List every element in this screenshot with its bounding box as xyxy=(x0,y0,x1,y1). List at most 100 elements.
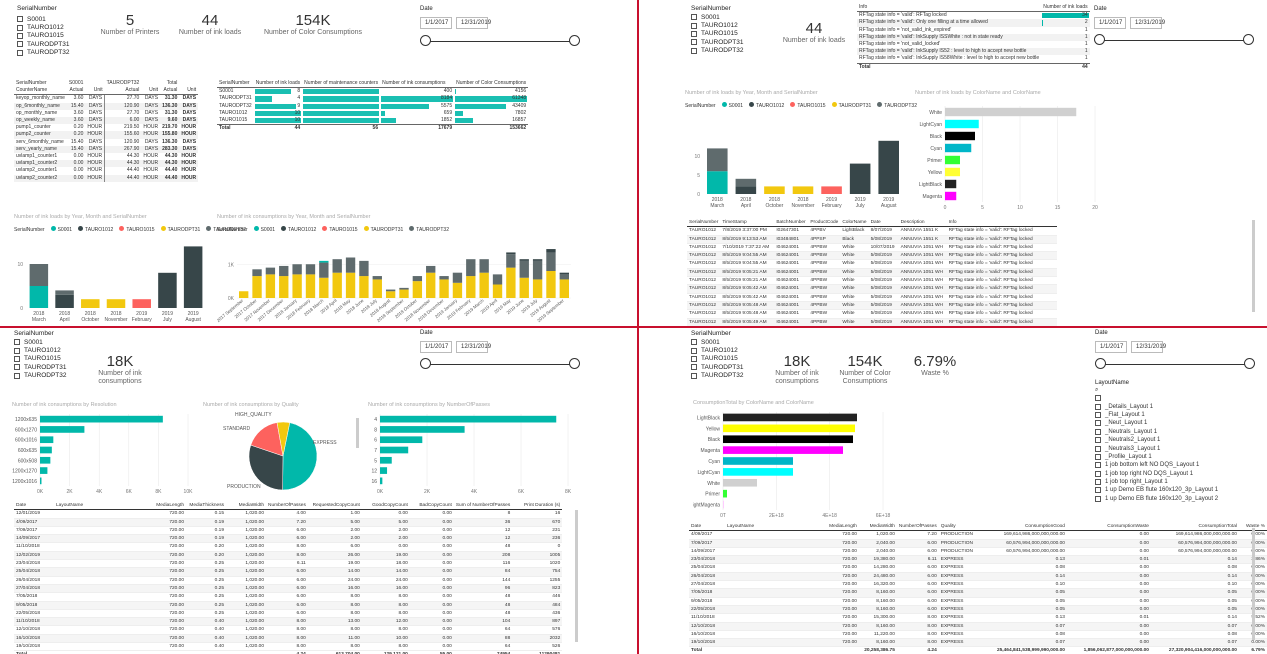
table-row[interactable]: 7/05/2018 720.00 0.25 1,020.00 6.00 8.00 8.00 0… xyxy=(14,592,563,602)
table-row[interactable]: 14/09/2017 720.00 0.19 1,020.00 6.00 2.00 2.00… xyxy=(14,534,563,544)
end-date-input[interactable]: 12/31/2019 xyxy=(1130,17,1165,29)
table-row[interactable]: TAURO1012 7/10/2019 7:37:22 AM I04624001 4P… xyxy=(687,243,1057,253)
slicer-item[interactable]: TAURO1015 xyxy=(17,32,70,40)
bar[interactable] xyxy=(945,107,1077,117)
bar-segment[interactable] xyxy=(305,274,316,298)
bar-segment[interactable] xyxy=(546,271,556,298)
bar-segment[interactable] xyxy=(506,252,516,255)
bar-segment[interactable] xyxy=(29,286,49,308)
bar[interactable] xyxy=(945,143,972,153)
checkbox-icon[interactable] xyxy=(1095,403,1101,410)
bar-segment[interactable] xyxy=(426,272,436,298)
table-row[interactable]: 27/04/2018 720.00 0.25 1,020.00 6.00 16.00 16.… xyxy=(14,584,563,594)
bar-segment[interactable] xyxy=(279,276,289,298)
bar-segment[interactable] xyxy=(412,276,423,282)
bar-segment[interactable] xyxy=(466,276,476,298)
bar-segment[interactable] xyxy=(305,264,316,275)
slicer-item[interactable]: TAURODPT32 xyxy=(17,49,70,57)
pie-slice[interactable] xyxy=(276,421,291,457)
header-cell[interactable]: TimeStamp xyxy=(720,219,775,228)
bar[interactable] xyxy=(945,119,979,129)
layout-slicer-item[interactable]: _Neutrals3_Layout 1 xyxy=(1095,444,1223,452)
bar-segment[interactable] xyxy=(506,267,516,298)
table-row[interactable]: 16/10/2018 720.00 11,220.00 8.00 EXPRESS 0.08… xyxy=(689,630,1267,640)
bar-segment[interactable] xyxy=(532,260,543,280)
table-row[interactable]: TAURO1012 8/5/2019 9:04:55 AM I04624001 4PP… xyxy=(687,251,1057,261)
header-cell[interactable]: Number of ink consumptions xyxy=(380,80,455,89)
header-cell[interactable] xyxy=(141,80,160,87)
bar-segment[interactable] xyxy=(372,279,382,298)
table-row[interactable]: 27/04/2018 720.00 16,320.00 6.00 EXPRESS 0.10… xyxy=(689,580,1267,590)
date-slider-end-handle[interactable] xyxy=(1243,34,1254,45)
bar[interactable] xyxy=(40,467,48,474)
bar-segment[interactable] xyxy=(764,186,785,194)
table-row[interactable]: 11/10/2018 720.00 0.40 1,020.00 8.00 13.00 12.… xyxy=(14,617,563,627)
header-cell[interactable]: Actual xyxy=(160,87,180,96)
bar-segment[interactable] xyxy=(466,259,476,277)
table-row[interactable]: 11/10/2018 720.00 0.20 1,020.00 8.00 6.00 0.00… xyxy=(14,542,563,552)
table-row[interactable]: TAURO1012 7/8/2019 3:37:00 PM I02647301 4PP… xyxy=(687,226,1057,236)
table-row[interactable]: 4/09/2017 720.00 0.19 1,020.00 7.20 5.00 5.00 0… xyxy=(14,518,563,527)
header-cell[interactable]: NumberOfPasses xyxy=(266,502,308,511)
bar-segment[interactable] xyxy=(519,277,529,298)
bar[interactable] xyxy=(723,489,727,498)
bar-segment[interactable] xyxy=(372,276,382,280)
bar-segment[interactable] xyxy=(532,279,543,298)
bar-segment[interactable] xyxy=(319,262,329,278)
bar-segment[interactable] xyxy=(332,272,342,298)
header-cell[interactable]: Actual xyxy=(104,87,142,96)
slicer-item[interactable]: TAURO1012 xyxy=(14,346,67,354)
checkbox-icon[interactable] xyxy=(691,30,697,37)
table-row[interactable]: TAURO1012 8/5/2019 9:05:42 AM I04624001 4PP… xyxy=(687,293,1057,302)
checkbox-icon[interactable] xyxy=(1095,395,1101,402)
table-row[interactable]: TAURO1012 8/5/2019 9:05:21 AM I04624001 4PP… xyxy=(687,268,1057,278)
header-cell[interactable]: RequestedCopyCount xyxy=(307,502,362,511)
bar[interactable] xyxy=(723,424,855,433)
date-slider-end-handle[interactable] xyxy=(569,35,580,46)
table-scrollbar[interactable] xyxy=(1252,220,1255,312)
header-cell[interactable]: MediaWidth xyxy=(226,502,266,511)
layout-slicer-item[interactable]: _Profile_Layout 1 xyxy=(1095,453,1223,461)
bar[interactable] xyxy=(380,415,557,423)
table-row[interactable]: 4/09/2017 720.00 1,020.00 7.20 PRODUCTION 169… xyxy=(689,530,1267,540)
end-date-input[interactable]: 12/31/2019 xyxy=(456,341,491,353)
slicer-item[interactable]: TAURODPT32 xyxy=(691,372,744,380)
bar[interactable] xyxy=(380,477,383,485)
slicer-item[interactable]: TAURO1012 xyxy=(691,21,744,29)
header-cell[interactable]: S0001 xyxy=(68,80,84,86)
table-row[interactable]: 9/05/2018 720.00 8,160.00 6.00 EXPRESS 0.05 0.… xyxy=(689,597,1267,606)
bar-segment[interactable] xyxy=(849,163,871,194)
checkbox-icon[interactable] xyxy=(1095,453,1101,460)
bar-segment[interactable] xyxy=(385,289,396,292)
header-cell[interactable]: BadCopyCount xyxy=(409,502,454,511)
bar-segment[interactable] xyxy=(292,264,302,275)
bar-segment[interactable] xyxy=(735,186,757,194)
bar-segment[interactable] xyxy=(426,265,436,273)
bar-segment[interactable] xyxy=(319,260,329,263)
bar-segment[interactable] xyxy=(106,299,126,308)
table-row[interactable]: 25/04/2018 720.00 14,280.00 6.00 EXPRESS 0.08… xyxy=(689,563,1267,573)
bar-segment[interactable] xyxy=(132,299,151,308)
header-cell[interactable]: CounterName xyxy=(14,87,67,96)
bar-segment[interactable] xyxy=(81,299,100,308)
header-cell[interactable]: LayoutName xyxy=(54,502,142,511)
layout-slicer-item[interactable] xyxy=(1095,394,1223,402)
header-cell[interactable]: Number of ink loads xyxy=(253,80,303,89)
checkbox-icon[interactable] xyxy=(14,372,20,379)
bar[interactable] xyxy=(40,477,42,485)
checkbox-icon[interactable] xyxy=(1095,495,1101,502)
bar[interactable] xyxy=(723,413,857,422)
table-row[interactable]: 7/09/2017 720.00 2,040.00 6.00 PRODUCTION 60,… xyxy=(689,539,1267,548)
bar[interactable] xyxy=(380,436,423,444)
table-row[interactable]: 7/05/2018 720.00 8,160.00 6.00 EXPRESS 0.05 0.… xyxy=(689,588,1267,598)
header-cell[interactable]: Actual xyxy=(66,87,86,96)
layout-slicer-item[interactable]: _Neutrals_Layout 1 xyxy=(1095,428,1223,436)
header-cell[interactable]: Number of Color Consumptions xyxy=(454,80,529,89)
header-cell[interactable] xyxy=(85,80,104,87)
layout-slicer-item[interactable]: 1 job top right NO DQS_Layout 1 xyxy=(1095,470,1223,478)
table-row[interactable]: TAURO1012 8/5/2019 9:05:48 AM I04624001 4PP… xyxy=(687,301,1057,311)
checkbox-icon[interactable] xyxy=(1095,428,1101,435)
checkbox-icon[interactable] xyxy=(1095,462,1101,469)
table-row[interactable]: TAURO1012 8/5/2019 9:05:21 AM I04624001 4PP… xyxy=(687,276,1057,286)
bar-segment[interactable] xyxy=(707,171,728,194)
